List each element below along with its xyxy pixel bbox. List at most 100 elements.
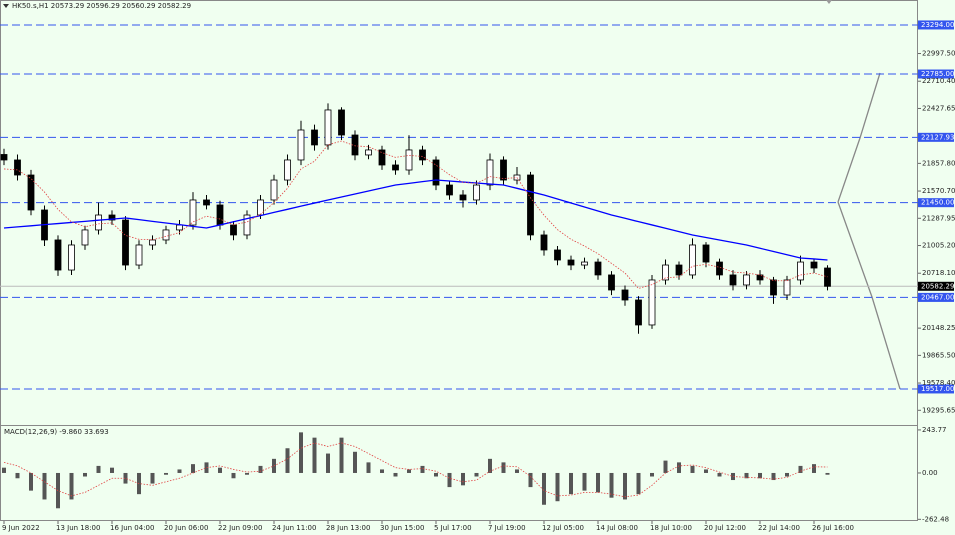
macd-bar — [218, 467, 222, 473]
candle-body — [500, 159, 507, 181]
macd-bar — [366, 462, 371, 473]
candle-body — [297, 129, 305, 161]
candle-body — [378, 149, 386, 166]
candle-body — [14, 159, 21, 176]
macd-bar — [515, 469, 519, 473]
macd-bar — [164, 472, 168, 475]
candle-body — [135, 244, 143, 266]
candle-body — [689, 244, 696, 276]
macd-bar — [623, 472, 627, 500]
candle-body — [122, 219, 129, 266]
x-tick-label: 24 Jun 11:00 — [272, 524, 316, 532]
level-label: 19517.00 — [921, 385, 954, 393]
candle-body — [743, 274, 750, 286]
macd-bar — [650, 472, 654, 477]
candle-body — [648, 279, 656, 326]
candle-body — [729, 274, 737, 286]
macd-bar — [150, 472, 155, 484]
current-price-box — [918, 281, 954, 291]
macd-bar — [677, 462, 681, 473]
current-price-label: 20582.29 — [921, 282, 954, 290]
macd-bar — [177, 469, 182, 473]
candle-body — [473, 184, 480, 201]
candle-body — [770, 279, 777, 296]
y-tick-label: 20718.10 — [922, 269, 955, 277]
macd-bar — [407, 469, 411, 473]
candle-body — [446, 184, 453, 196]
candle-body — [675, 264, 683, 276]
candle-body — [405, 149, 413, 171]
moving-average — [3, 442, 828, 498]
candle-body — [27, 174, 35, 211]
x-tick-label: 20 Jun 06:00 — [164, 524, 208, 532]
candle-body — [324, 109, 332, 146]
level-label: 22127.93 — [921, 133, 954, 141]
level-label-box — [918, 292, 954, 302]
candle-body — [108, 214, 116, 221]
y-tick-label: 19578.40 — [922, 379, 955, 387]
candle-body — [810, 261, 818, 269]
candle-body — [68, 244, 75, 271]
dropdown-icon[interactable] — [3, 4, 9, 8]
macd-bar — [798, 465, 803, 473]
macd-bar — [744, 472, 749, 479]
candle-body — [95, 214, 102, 231]
macd-bar — [312, 437, 317, 473]
macd-bar — [231, 472, 236, 479]
candle-body — [635, 299, 642, 326]
y-tick-label: 22997.50 — [922, 50, 955, 58]
macd-bar — [474, 472, 479, 477]
level-label-box — [918, 20, 954, 30]
candle-body — [567, 259, 575, 266]
macd-bar — [582, 472, 587, 491]
macd-bar — [110, 467, 114, 473]
scroll-marker — [826, 0, 832, 4]
y-tick-label: 19295.65 — [922, 406, 955, 414]
x-tick-label: 16 Jun 04:00 — [110, 524, 154, 532]
level-label: 20467.00 — [921, 293, 954, 301]
macd-bar — [420, 465, 425, 473]
candle-body — [702, 244, 710, 263]
macd-bar — [245, 472, 249, 475]
x-tick-label: 9 Jun 2022 — [2, 524, 40, 532]
candle-body — [554, 249, 561, 261]
macd-bar — [258, 465, 263, 473]
candle-body — [0, 154, 8, 161]
macd-bar — [704, 469, 708, 473]
macd-bar — [488, 458, 492, 473]
macd-bar — [123, 472, 128, 484]
macd-bar — [690, 465, 695, 473]
candle-body — [270, 179, 278, 201]
plot-frame — [0, 0, 918, 521]
macd-bar — [555, 472, 560, 502]
candle-body — [486, 159, 494, 186]
macd-bar — [501, 462, 506, 473]
macd-bar — [42, 472, 47, 500]
level-label-box — [918, 384, 954, 394]
candle-body — [459, 194, 467, 201]
macd-title: MACD(12,26,9) -9.860 33.693 — [4, 428, 109, 436]
macd-bar — [609, 472, 614, 498]
candle-body — [176, 224, 183, 231]
macd-bar — [596, 472, 600, 493]
macd-bar — [528, 472, 533, 488]
level-label-box — [918, 69, 954, 79]
candle-body — [338, 109, 345, 136]
macd-bar — [285, 448, 290, 473]
macd-bar — [569, 472, 573, 495]
macd-bar — [96, 465, 101, 473]
macd-bar — [785, 472, 789, 477]
macd-bar — [771, 472, 776, 481]
macd-bar — [353, 451, 357, 473]
macd-bar — [69, 472, 74, 500]
y-tick-label: 19865.50 — [922, 351, 955, 359]
candle-body — [162, 229, 170, 241]
macd-bar — [326, 453, 330, 473]
candle-body — [81, 229, 89, 246]
macd-bar — [380, 469, 384, 473]
macd-bar — [393, 472, 398, 477]
macd-bar — [461, 472, 465, 486]
x-tick-label: 13 Jun 18:00 — [56, 524, 100, 532]
x-tick-label: 22 Jul 14:00 — [758, 524, 800, 532]
